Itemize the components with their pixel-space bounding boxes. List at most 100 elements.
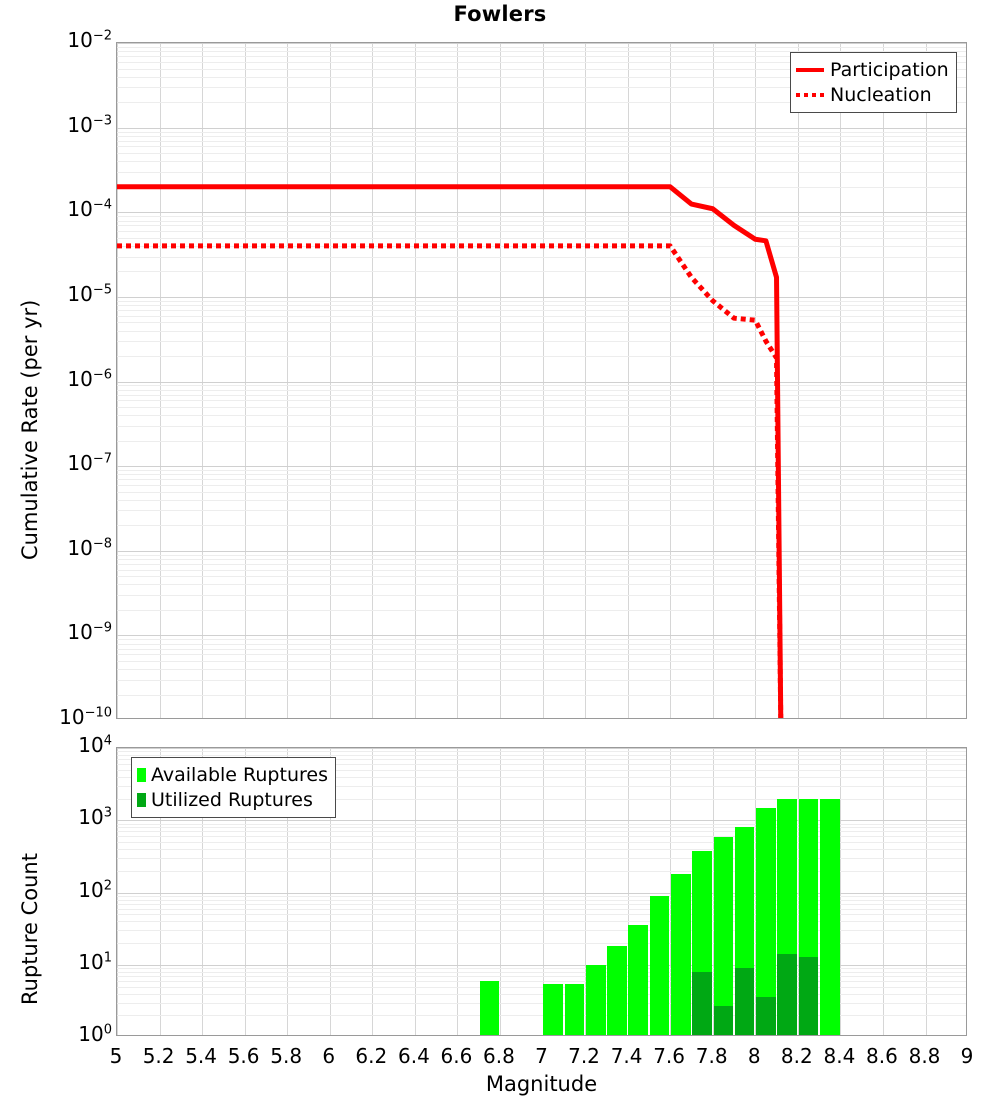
gridline-vertical	[287, 43, 289, 718]
gridline-minor	[117, 510, 966, 512]
gridline-minor	[117, 827, 966, 829]
gridline-minor	[117, 576, 966, 578]
bar-utilized	[734, 968, 755, 1035]
bar-utilized	[692, 971, 712, 1035]
gridline-vertical	[712, 748, 714, 1035]
gridline-minor	[117, 785, 966, 787]
gridline-minor	[117, 470, 966, 471]
gridline-minor	[117, 394, 966, 396]
y-tick-bottom: 103	[78, 805, 112, 830]
gridline-minor	[117, 769, 966, 771]
gridline-vertical	[159, 43, 161, 718]
gridline-vertical	[244, 43, 246, 718]
gridline-vertical	[499, 43, 501, 718]
bar-available	[564, 983, 585, 1035]
gridline-major	[117, 127, 966, 129]
gridline-minor	[117, 322, 966, 324]
page-title: Fowlers	[453, 2, 547, 26]
gridline-vertical	[840, 748, 842, 1035]
x-tick: 7.6	[653, 1044, 685, 1068]
y-tick-top: 10−10	[59, 705, 112, 729]
gridline-minor	[117, 315, 966, 317]
legend-label-available: Available Ruptures	[151, 763, 328, 786]
bar-available	[819, 798, 840, 1035]
gridline-major	[117, 381, 966, 383]
bar-utilized	[756, 996, 776, 1035]
gridline-minor	[117, 231, 966, 232]
gridline-minor	[117, 908, 966, 910]
green-square-icon	[137, 767, 146, 782]
y-tick-bottom: 104	[78, 733, 112, 757]
gridline-vertical	[925, 43, 927, 718]
x-tick: 6.4	[397, 1044, 430, 1068]
legend-bottom[interactable]: Available Ruptures Utilized Ruptures	[131, 757, 336, 818]
bar-utilized	[713, 1005, 734, 1035]
gridline-minor	[117, 131, 966, 133]
curve-nucleation	[117, 243, 784, 718]
y-tick-top: 10−2	[67, 28, 112, 52]
gridline-minor	[117, 975, 966, 977]
gridline-minor	[117, 389, 966, 391]
gridline-minor	[117, 971, 966, 973]
gridline-minor	[117, 51, 966, 53]
gridline-minor	[117, 479, 966, 481]
gridline-minor	[117, 569, 966, 571]
x-tick: 8	[747, 1044, 761, 1068]
y-tick-top: 10−7	[67, 451, 112, 476]
x-tick: 6.8	[482, 1044, 515, 1068]
gridline-minor	[117, 440, 966, 442]
bar-utilized	[777, 954, 797, 1035]
gridline-vertical	[329, 43, 331, 718]
gridline-major	[117, 43, 966, 44]
gridline-vertical	[755, 748, 757, 1035]
gridline-vertical	[670, 43, 672, 718]
x-axis-title: Magnitude	[485, 1072, 598, 1096]
gridline-vertical	[627, 748, 629, 1035]
x-tick: 5	[109, 1044, 123, 1068]
y-tick-top: 10−4	[67, 197, 112, 222]
gridline-minor	[117, 679, 966, 681]
gridline-minor	[117, 153, 966, 155]
gridline-minor	[117, 755, 966, 756]
x-tick: 8.6	[865, 1044, 898, 1068]
gridline-minor	[117, 823, 966, 825]
gridline-minor	[117, 491, 966, 493]
gridline-minor	[117, 694, 966, 696]
gridline-major	[117, 748, 966, 749]
bar-available	[543, 983, 563, 1035]
bar-utilized	[798, 956, 819, 1035]
gridline-vertical	[925, 748, 927, 1035]
gridline-vertical	[627, 43, 629, 718]
x-tick: 5.6	[227, 1044, 260, 1068]
bar-available	[585, 964, 606, 1035]
x-tick: 6.6	[440, 1044, 473, 1068]
gridline-minor	[117, 654, 966, 656]
gridline-minor	[117, 584, 966, 586]
legend-label-utilized: Utilized Ruptures	[151, 788, 313, 811]
gridline-vertical	[712, 43, 714, 718]
x-tick: 5.2	[142, 1044, 175, 1068]
legend-top[interactable]: Participation Nucleation	[790, 52, 957, 113]
legend-item-nucleation[interactable]: Nucleation	[796, 82, 949, 107]
gridline-minor	[117, 161, 966, 163]
bar-available	[607, 946, 627, 1035]
legend-label-participation: Participation	[830, 58, 949, 81]
gridline-major	[117, 892, 966, 894]
gridline-minor	[117, 921, 966, 923]
legend-item-participation[interactable]: Participation	[796, 57, 949, 82]
grid-bottom	[117, 748, 966, 1035]
bar-available	[479, 980, 500, 1035]
grid-top	[117, 43, 966, 718]
y-axis-title-bottom: Rupture Count	[18, 853, 42, 1005]
gridline-minor	[117, 554, 966, 556]
gridline-minor	[117, 237, 966, 239]
gridline-vertical	[797, 43, 799, 718]
legend-item-available-ruptures[interactable]: Available Ruptures	[137, 762, 328, 787]
gridline-vertical	[372, 748, 374, 1035]
bar-available	[670, 874, 691, 1035]
legend-item-utilized-ruptures[interactable]: Utilized Ruptures	[137, 787, 328, 812]
gridline-major	[117, 964, 966, 966]
gridline-minor	[117, 146, 966, 148]
bar-available	[756, 807, 776, 1035]
gridline-vertical	[457, 748, 459, 1035]
